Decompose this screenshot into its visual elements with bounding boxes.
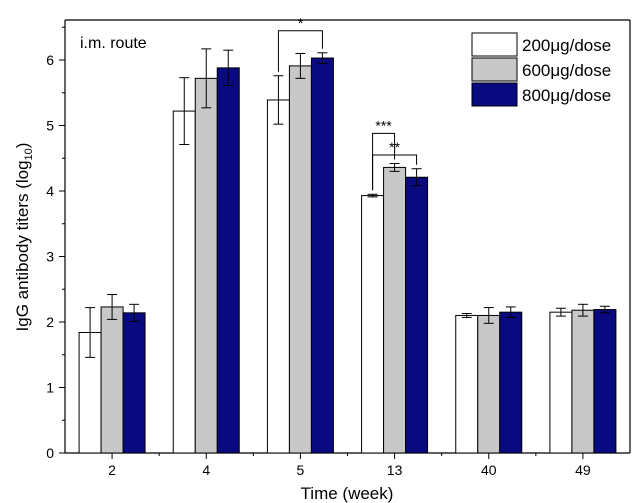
y-tick-label: 1	[46, 380, 54, 396]
route-annotation: i.m. route	[80, 35, 147, 52]
bar	[194, 77, 218, 454]
x-tick-label: 13	[387, 462, 403, 478]
legend-swatch	[471, 32, 518, 57]
y-axis-title-main: IgG antibody titers (log	[13, 160, 32, 331]
bars	[78, 57, 617, 454]
bar	[361, 195, 385, 454]
y-tick-label: 4	[46, 183, 54, 199]
legend-swatch	[471, 57, 518, 82]
y-tick-label: 3	[46, 249, 54, 265]
bar	[266, 99, 290, 454]
significance-label: **	[389, 139, 400, 155]
legend-label: 600μg/dose	[522, 61, 611, 80]
error-bars	[85, 48, 610, 358]
bar	[405, 176, 429, 454]
bar	[100, 306, 124, 454]
significance-bracket	[372, 154, 418, 191]
y-axis-title-close: )	[13, 143, 32, 149]
bar	[310, 57, 334, 454]
bar	[593, 309, 617, 454]
significance-marks: ******	[277, 15, 418, 191]
bar	[571, 309, 595, 454]
legend-label: 200μg/dose	[522, 36, 611, 55]
bar	[172, 110, 196, 454]
x-tick-label: 2	[108, 462, 116, 478]
bar	[383, 166, 407, 454]
significance-bracket	[277, 30, 323, 72]
x-axis-title: Time (week)	[301, 484, 394, 503]
y-tick-label: 0	[46, 445, 54, 461]
bar	[216, 67, 240, 454]
x-ticks: 2 4 5 13 40 49	[108, 453, 591, 478]
bar	[288, 65, 312, 454]
x-tick-label: 49	[575, 462, 591, 478]
bar	[549, 311, 573, 454]
significance-label: *	[298, 15, 304, 31]
y-ticks: 0 1 2 3 4 5 6	[46, 26, 65, 461]
y-tick-label: 5	[46, 118, 54, 134]
y-axis-title: IgG antibody titers (log10)	[13, 143, 35, 332]
y-axis-title-subscript: 10	[23, 148, 35, 160]
y-tick-label: 2	[46, 314, 54, 330]
legend-label: 800μg/dose	[522, 86, 611, 105]
bar	[499, 311, 523, 454]
bar	[477, 314, 501, 454]
legend-swatch	[471, 82, 518, 107]
significance-label: ***	[375, 117, 392, 133]
bar	[122, 312, 146, 454]
y-tick-label: 6	[46, 52, 54, 68]
bar	[455, 314, 479, 454]
x-tick-label: 40	[481, 462, 497, 478]
legend: 200μg/dose 600μg/dose 800μg/dose	[471, 32, 611, 107]
x-tick-label: 5	[297, 462, 305, 478]
x-tick-label: 4	[202, 462, 210, 478]
